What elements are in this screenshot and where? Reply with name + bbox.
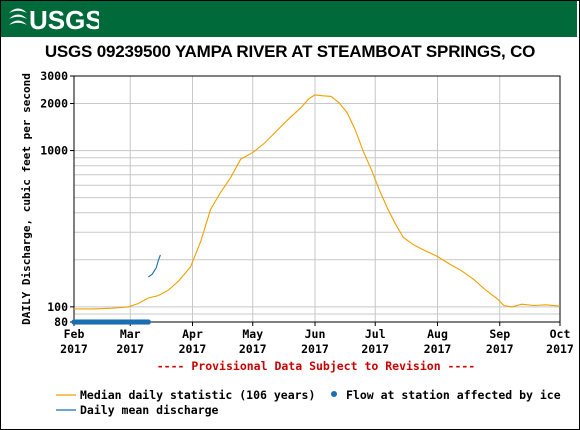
x-tick-year: 2017 (60, 342, 88, 356)
x-tick-month: Jul (365, 327, 386, 341)
ice-affected-point (145, 319, 151, 325)
y-tick-label: 3000 (40, 69, 68, 83)
legend-ice-marker (331, 391, 337, 397)
provisional-note: ---- Provisional Data Subject to Revisio… (157, 359, 476, 373)
y-axis-label: DAILY Discharge, cubic feet per second (20, 73, 33, 325)
chart-title: USGS 09239500 YAMPA RIVER AT STEAMBOAT S… (44, 42, 536, 61)
x-tick-year: 2017 (424, 342, 452, 356)
x-tick-year: 2017 (486, 342, 514, 356)
x-tick-month: Mar (120, 327, 141, 341)
x-tick-month: May (242, 327, 263, 341)
daily-mean-line (147, 254, 161, 278)
x-tick-month: Jun (305, 327, 326, 341)
usgs-logo-text: USGS (29, 5, 99, 33)
x-tick-year: 2017 (301, 342, 329, 356)
y-tick-label: 100 (47, 300, 68, 314)
x-tick-year: 2017 (179, 342, 207, 356)
y-tick-label: 80 (54, 315, 68, 329)
x-tick-year: 2017 (116, 342, 144, 356)
y-tick-label: 1000 (40, 144, 68, 158)
x-tick-month: Feb (64, 327, 85, 341)
x-tick-year: 2017 (239, 342, 267, 356)
x-tick-month: Oct (550, 327, 571, 341)
x-tick-month: Sep (489, 327, 510, 341)
legend-median-label: Median daily statistic (106 years) (80, 388, 315, 402)
x-tick-year: 2017 (546, 342, 574, 356)
plot-border (73, 75, 561, 323)
usgs-banner: USGS (1, 1, 577, 37)
x-tick-month: Aug (427, 327, 448, 341)
legend-ice-label: Flow at station affected by ice (346, 388, 561, 402)
y-tick-label: 2000 (40, 97, 68, 111)
x-tick-year: 2017 (361, 342, 389, 356)
plot-area (74, 76, 560, 322)
x-tick-month: Apr (182, 327, 203, 341)
usgs-logo: USGS (9, 5, 99, 33)
median-daily-line (74, 94, 561, 310)
legend-mean-label: Daily mean discharge (80, 403, 219, 417)
